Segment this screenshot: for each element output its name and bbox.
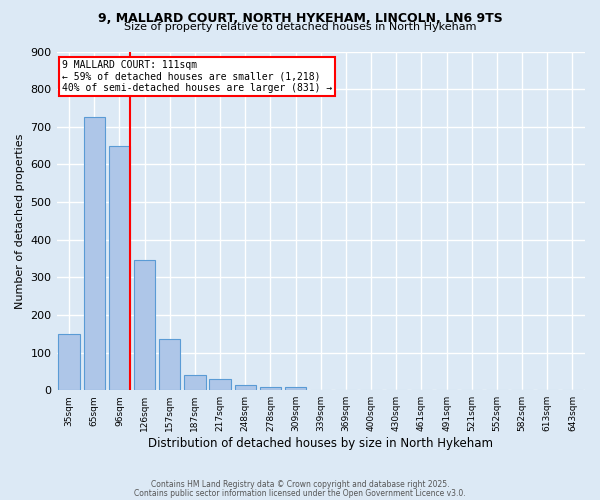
Bar: [209, 379, 231, 390]
Bar: [109, 146, 130, 390]
Text: 9 MALLARD COURT: 111sqm
← 59% of detached houses are smaller (1,218)
40% of semi: 9 MALLARD COURT: 111sqm ← 59% of detache…: [62, 60, 332, 93]
Y-axis label: Number of detached properties: Number of detached properties: [15, 133, 25, 308]
Bar: [134, 260, 155, 390]
Text: Size of property relative to detached houses in North Hykeham: Size of property relative to detached ho…: [124, 22, 476, 32]
X-axis label: Distribution of detached houses by size in North Hykeham: Distribution of detached houses by size …: [148, 437, 493, 450]
Bar: [184, 375, 206, 390]
Text: Contains HM Land Registry data © Crown copyright and database right 2025.: Contains HM Land Registry data © Crown c…: [151, 480, 449, 489]
Bar: [235, 384, 256, 390]
Bar: [83, 118, 105, 390]
Bar: [58, 334, 80, 390]
Bar: [159, 340, 181, 390]
Text: Contains public sector information licensed under the Open Government Licence v3: Contains public sector information licen…: [134, 488, 466, 498]
Bar: [285, 387, 307, 390]
Bar: [260, 387, 281, 390]
Text: 9, MALLARD COURT, NORTH HYKEHAM, LINCOLN, LN6 9TS: 9, MALLARD COURT, NORTH HYKEHAM, LINCOLN…: [98, 12, 502, 26]
